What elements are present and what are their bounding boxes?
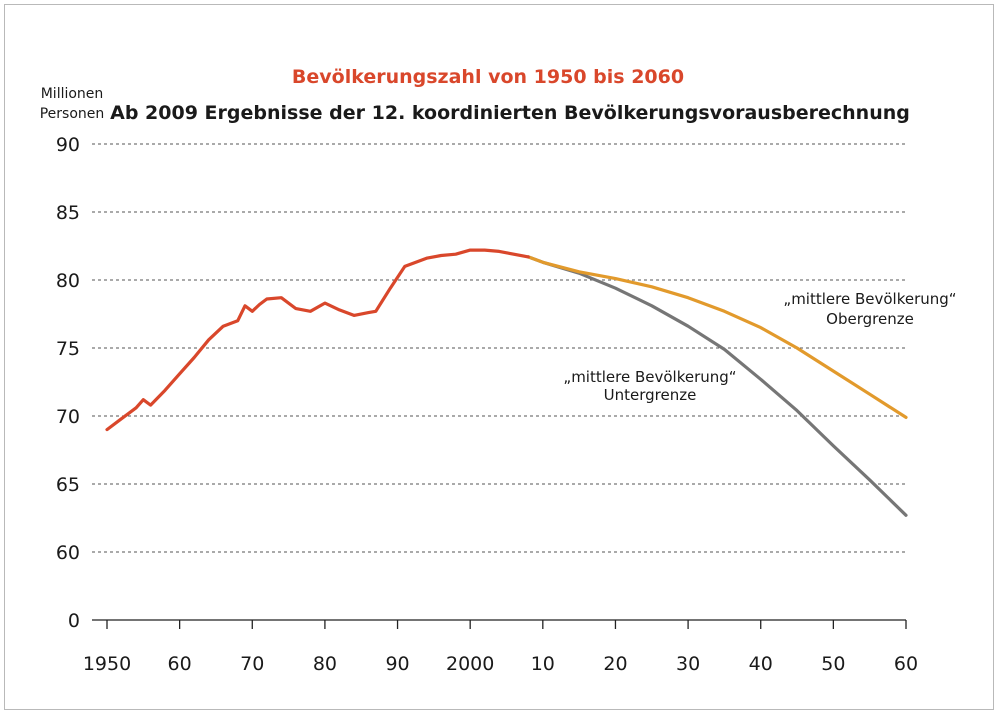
series-historical-line bbox=[105, 248, 530, 432]
x-tick-label-2020: 20 bbox=[603, 653, 627, 675]
x-tick-label-1950: 1950 bbox=[83, 653, 131, 675]
y-tick-label-85: 85 bbox=[56, 202, 80, 224]
y-axis-label-line-2: Personen bbox=[40, 106, 105, 122]
chart-frame bbox=[4, 4, 994, 710]
x-tick-label-2010: 10 bbox=[531, 653, 555, 675]
y-tick-label-80: 80 bbox=[56, 270, 80, 292]
x-tick-label-1990: 90 bbox=[385, 653, 409, 675]
chart-title: Bevölkerungszahl von 1950 bis 2060 bbox=[292, 66, 684, 88]
y-tick-label-65: 65 bbox=[56, 474, 80, 496]
x-tick-label-1980: 80 bbox=[313, 653, 337, 675]
x-tick-label-2060: 60 bbox=[894, 653, 918, 675]
y-axis-label-line-1: Millionen bbox=[41, 86, 104, 102]
x-tick-label-2050: 50 bbox=[821, 653, 845, 675]
annotation-upper-line-2: Obergrenze bbox=[826, 310, 914, 328]
x-tick-label-2000: 2000 bbox=[446, 653, 494, 675]
chart-subtitle: Ab 2009 Ergebnisse der 12. koordinierten… bbox=[110, 102, 910, 124]
annotation-upper-line-1: „mittlere Bevölkerung“ bbox=[783, 290, 956, 308]
y-tick-label-0: 0 bbox=[68, 610, 80, 632]
y-tick-label-90: 90 bbox=[56, 134, 80, 156]
x-tick-label-2040: 40 bbox=[749, 653, 773, 675]
x-tick-label-1960: 60 bbox=[168, 653, 192, 675]
y-tick-label-75: 75 bbox=[56, 338, 80, 360]
x-tick-label-2030: 30 bbox=[676, 653, 700, 675]
annotation-lower-line-1: „mittlere Bevölkerung“ bbox=[563, 368, 736, 386]
y-tick-label-70: 70 bbox=[56, 406, 80, 428]
y-tick-label-60: 60 bbox=[56, 542, 80, 564]
x-tick-label-1970: 70 bbox=[240, 653, 264, 675]
series-obergrenze-line bbox=[526, 255, 908, 419]
annotation-lower-line-2: Untergrenze bbox=[604, 386, 697, 404]
